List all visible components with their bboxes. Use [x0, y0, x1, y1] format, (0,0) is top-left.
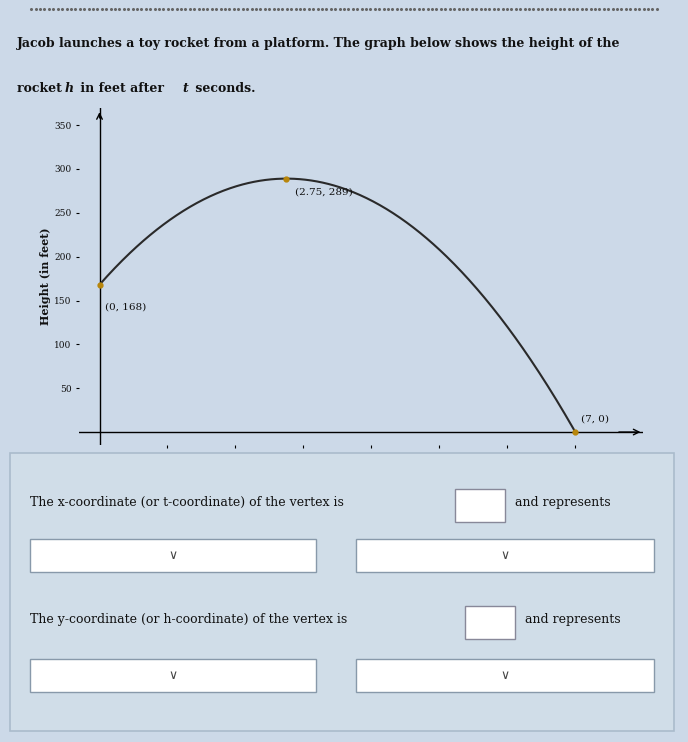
FancyBboxPatch shape — [465, 605, 515, 639]
FancyBboxPatch shape — [10, 453, 674, 731]
Text: ∨: ∨ — [500, 669, 510, 682]
Text: h: h — [65, 82, 74, 95]
Text: The x-coordinate (or t-coordinate) of the vertex is: The x-coordinate (or t-coordinate) of th… — [30, 496, 344, 509]
X-axis label: Time (in seconds): Time (in seconds) — [305, 466, 417, 477]
Text: (2.75, 289): (2.75, 289) — [294, 188, 352, 197]
FancyBboxPatch shape — [356, 539, 654, 572]
FancyBboxPatch shape — [30, 539, 316, 572]
Text: ∨: ∨ — [169, 669, 178, 682]
Text: t: t — [182, 82, 188, 95]
FancyBboxPatch shape — [30, 659, 316, 692]
Text: (0, 168): (0, 168) — [105, 302, 146, 312]
Text: (7, 0): (7, 0) — [581, 415, 609, 424]
Text: in feet after: in feet after — [76, 82, 168, 95]
Text: seconds.: seconds. — [191, 82, 256, 95]
Text: and represents: and represents — [525, 613, 621, 626]
Text: ∨: ∨ — [169, 549, 178, 562]
Text: The y-coordinate (or h-coordinate) of the vertex is: The y-coordinate (or h-coordinate) of th… — [30, 613, 347, 626]
Text: ∨: ∨ — [500, 549, 510, 562]
Text: Jacob launches a toy rocket from a platform. The graph below shows the height of: Jacob launches a toy rocket from a platf… — [17, 36, 621, 50]
Text: and represents: and represents — [515, 496, 610, 509]
Text: rocket: rocket — [17, 82, 67, 95]
Y-axis label: Height (in feet): Height (in feet) — [41, 228, 52, 325]
FancyBboxPatch shape — [455, 489, 505, 522]
FancyBboxPatch shape — [356, 659, 654, 692]
